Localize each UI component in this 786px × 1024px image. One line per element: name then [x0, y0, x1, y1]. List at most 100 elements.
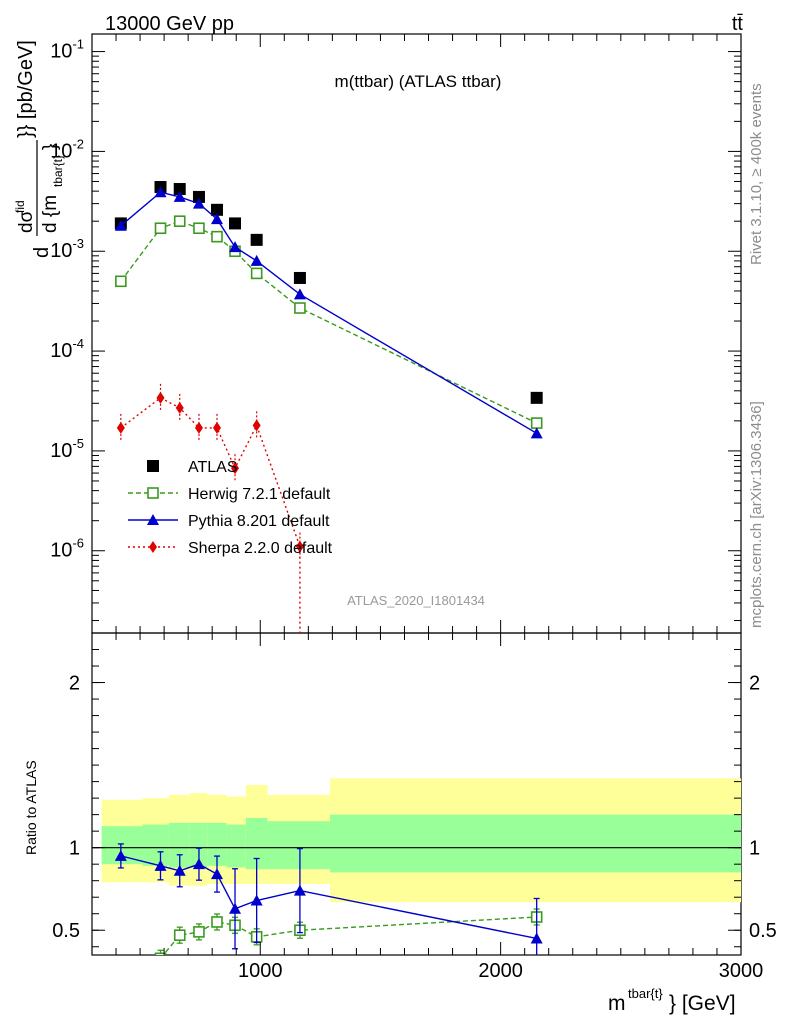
- herwig-point: [294, 302, 306, 314]
- herwig-point: [115, 275, 127, 288]
- ratio-band-inner: [329, 814, 741, 873]
- ratio-y-tick-label-left: 1: [69, 838, 80, 860]
- pythia-ratio-point: [293, 884, 306, 896]
- pythia-ratio-point: [114, 849, 127, 861]
- herwig-ratio-point: [193, 926, 205, 938]
- data-series: [114, 181, 543, 955]
- legend-marker-pythia: [147, 514, 159, 525]
- y-axis-label-ratio: Ratio to ATLAS: [23, 760, 39, 855]
- analysis-watermark: ATLAS_2020_I1801434: [347, 593, 485, 608]
- pythia-point: [229, 241, 242, 253]
- ratio-y-tick-label-right: 2: [749, 673, 760, 695]
- pythia-point: [114, 219, 127, 231]
- atlas-point: [210, 203, 223, 216]
- side-label-rivet: Rivet 3.1.10, ≥ 400k events: [748, 83, 765, 265]
- pythia-ratio-point: [229, 902, 242, 914]
- legend-marker-atlas: [147, 460, 159, 472]
- herwig-point: [193, 222, 205, 235]
- ratio-band-inner: [168, 822, 190, 868]
- herwig-point: [173, 215, 186, 227]
- pythia-point: [154, 186, 167, 198]
- y-tick-label: 10-3: [50, 236, 84, 262]
- y-tick-label: 10-5: [50, 436, 84, 462]
- sherpa-point: [212, 421, 221, 434]
- pythia-ratio-point: [210, 868, 223, 880]
- y-tick-label: 10-4: [50, 336, 84, 362]
- herwig-point: [154, 222, 167, 235]
- legend-marker-sherpa: [149, 541, 157, 553]
- pythia-point: [192, 197, 205, 209]
- atlas-point: [229, 217, 242, 230]
- legend-label-atlas: ATLAS: [188, 459, 238, 476]
- header-final-state: tt̄: [732, 13, 744, 35]
- legend-marker-herwig: [147, 487, 159, 499]
- svg-text:}: }: [40, 144, 61, 150]
- ratio-uncertainty-bands: [92, 778, 741, 903]
- herwig-point: [530, 417, 543, 429]
- pythia-ratio-point: [173, 864, 186, 876]
- sherpa-point: [194, 421, 203, 434]
- pythia-point: [530, 427, 543, 439]
- pythia-point: [250, 254, 263, 266]
- pythia-ratio-point: [250, 894, 263, 906]
- svg-text:d: d: [31, 247, 53, 258]
- svg-text:} [GeV]: } [GeV]: [669, 992, 736, 1015]
- herwig-point: [211, 230, 223, 243]
- y-axis-label-main: d dσ fid d {m tbar{t} } }} [pb/GeV]: [13, 40, 65, 258]
- svg-text:d {m: d {m: [40, 195, 61, 233]
- svg-text:tbar{t}: tbar{t}: [628, 986, 663, 1001]
- ratio-band-inner: [207, 822, 227, 866]
- legend-label-sherpa: Sherpa 2.2.0 default: [188, 540, 333, 557]
- sherpa-point: [116, 421, 125, 434]
- pythia-point: [173, 190, 186, 202]
- header-process: 13000 GeV pp: [105, 13, 234, 35]
- ratio-y-tick-label-right: 0.5: [749, 920, 777, 942]
- y-tick-label: 10-2: [50, 136, 84, 162]
- sherpa-point: [175, 401, 184, 414]
- svg-text:tbar{t}: tbar{t}: [51, 155, 65, 187]
- plot-title: m(ttbar) (ATLAS ttbar): [335, 72, 502, 91]
- sherpa-point: [231, 462, 240, 475]
- x-tick-label: 2000: [478, 960, 523, 982]
- legend-label-herwig: Herwig 7.2.1 default: [188, 486, 331, 503]
- pythia-point: [293, 288, 306, 300]
- pythia-point: [210, 213, 223, 225]
- svg-text:dσ: dσ: [16, 210, 37, 233]
- sherpa-point: [295, 540, 304, 553]
- herwig-point: [250, 267, 263, 280]
- legend: ATLAS Herwig 7.2.1 default Pythia 8.201 de…: [128, 459, 333, 557]
- atlas-point: [530, 391, 543, 404]
- ratio-band-inner: [142, 824, 169, 866]
- pythia-ratio-point: [192, 858, 205, 870]
- side-label-mcplots: mcplots.cern.ch [arXiv:1306.3436]: [748, 401, 765, 628]
- x-tick-label: 1000: [238, 960, 283, 982]
- pythia-ratio-point: [530, 932, 543, 944]
- atlas-point: [250, 233, 263, 246]
- legend-label-pythia: Pythia 8.201 default: [188, 513, 330, 530]
- pythia-line: [120, 191, 538, 434]
- sherpa-point: [252, 419, 261, 432]
- x-axis-label: m tbar{t} } [GeV]: [608, 986, 736, 1015]
- atlas-point: [192, 190, 205, 203]
- svg-text:}} [pb/GeV]: }} [pb/GeV]: [15, 40, 37, 138]
- svg-text:fid: fid: [13, 200, 27, 213]
- ratio-y-tick-label-left: 2: [69, 673, 80, 695]
- ratio-panel-series: [114, 843, 543, 955]
- ratio-y-tick-label-right: 1: [749, 838, 760, 860]
- sherpa-line: [120, 397, 301, 547]
- ratio-band-inner: [226, 824, 246, 868]
- atlas-point: [293, 271, 306, 284]
- x-tick-label: 3000: [719, 960, 764, 982]
- svg-text:m: m: [608, 992, 626, 1015]
- sherpa-point: [156, 391, 165, 404]
- herwig-ratio-point: [173, 929, 186, 941]
- ratio-y-tick-label-left: 0.5: [52, 920, 80, 942]
- herwig-ratio-point: [154, 952, 167, 955]
- ratio-band-inner: [245, 817, 268, 870]
- atlas-point: [173, 183, 186, 196]
- pythia-ratio-point: [154, 859, 167, 871]
- ratio-band-inner: [189, 822, 208, 868]
- y-tick-label: 10-6: [50, 536, 84, 562]
- y-tick-label: 10-1: [50, 37, 84, 63]
